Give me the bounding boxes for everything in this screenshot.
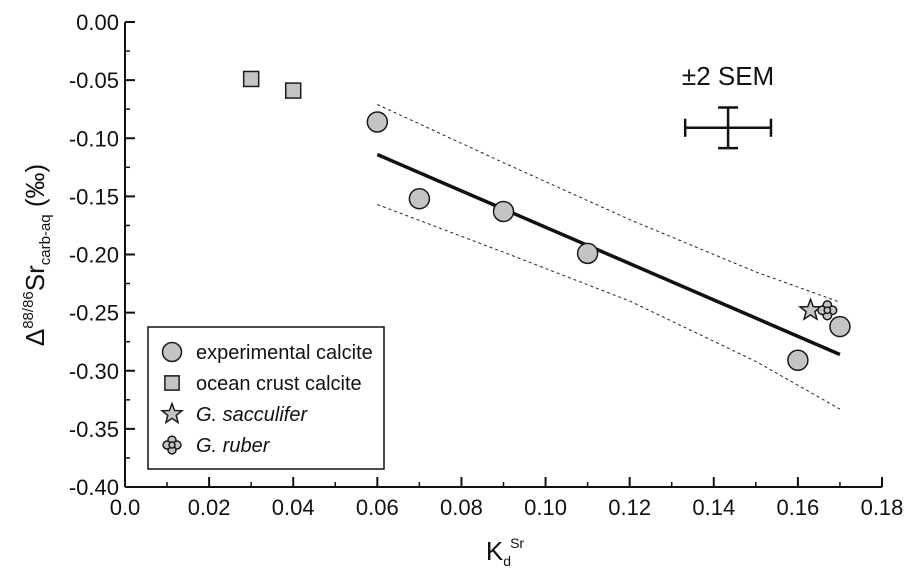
data-point-circle xyxy=(787,349,809,372)
data-point-foram xyxy=(817,300,838,321)
x-axis-title: KdSr xyxy=(486,535,524,569)
x-tick-label: 0.04 xyxy=(272,495,315,520)
error-bar-group: ±2 SEM xyxy=(682,61,774,150)
y-tick-label: -0.20 xyxy=(69,243,119,268)
data-point-square xyxy=(242,70,260,88)
y-tick-label: -0.40 xyxy=(69,475,119,500)
legend-label: G. sacculifer xyxy=(196,404,308,426)
confidence-band xyxy=(377,104,841,410)
x-tick-label: 0.0 xyxy=(110,495,141,520)
legend-label: ocean crust calcite xyxy=(196,373,362,395)
y-tick-label: -0.10 xyxy=(69,126,119,151)
legend-marker-square xyxy=(164,375,180,391)
x-tick-label: 0.14 xyxy=(692,495,735,520)
y-tick-label: -0.15 xyxy=(69,184,119,209)
ticks: 0.0 0.02 0.04 0.06 0.08 0.10 0.12 0.14 0.16 0.18 0… xyxy=(69,10,904,520)
y-tick-label: -0.05 xyxy=(69,68,119,93)
data-point-square xyxy=(284,82,302,99)
y-tick-label: -0.25 xyxy=(69,301,119,326)
x-tick-label: 0.18 xyxy=(861,495,904,520)
error-bar-label: ±2 SEM xyxy=(682,61,774,91)
x-tick-label: 0.16 xyxy=(776,495,819,520)
foram-center xyxy=(823,306,832,315)
x-tick-label: 0.02 xyxy=(188,495,231,520)
axis-titles: KdSr Δ88/86Srcarb-aq (‰) xyxy=(20,164,524,569)
legend-marker-star xyxy=(160,401,184,425)
confidence-upper-line xyxy=(377,104,841,303)
data-point-circle xyxy=(408,187,431,210)
foram-center xyxy=(168,441,176,449)
legend-marker-foram xyxy=(162,435,182,455)
x-tick-label: 0.08 xyxy=(440,495,483,520)
y-axis-title: Δ88/86Srcarb-aq (‰) xyxy=(20,164,54,346)
y-tick-label: -0.30 xyxy=(69,359,119,384)
legend: experimental calcite ocean crust calcite G… xyxy=(147,326,385,470)
x-tick-label: 0.12 xyxy=(608,495,651,520)
legend-box xyxy=(147,326,385,470)
y-tick-label: 0.00 xyxy=(76,10,119,35)
legend-marker-circle xyxy=(161,341,183,363)
data-point-star xyxy=(797,297,824,321)
y-tick-label: -0.35 xyxy=(69,417,119,442)
x-tick-label: 0.10 xyxy=(524,495,567,520)
confidence-lower-line xyxy=(377,204,841,410)
data-point-circle xyxy=(366,111,389,133)
legend-label: experimental calcite xyxy=(196,342,373,364)
regression-line xyxy=(376,152,841,357)
regression-line-group xyxy=(376,152,841,357)
x-tick-label: 0.06 xyxy=(356,495,399,520)
data-points xyxy=(242,70,851,372)
data-point-circle xyxy=(576,242,599,265)
legend-label: G. ruber xyxy=(196,435,271,457)
data-point-circle xyxy=(829,315,851,338)
data-point-circle xyxy=(492,200,515,223)
